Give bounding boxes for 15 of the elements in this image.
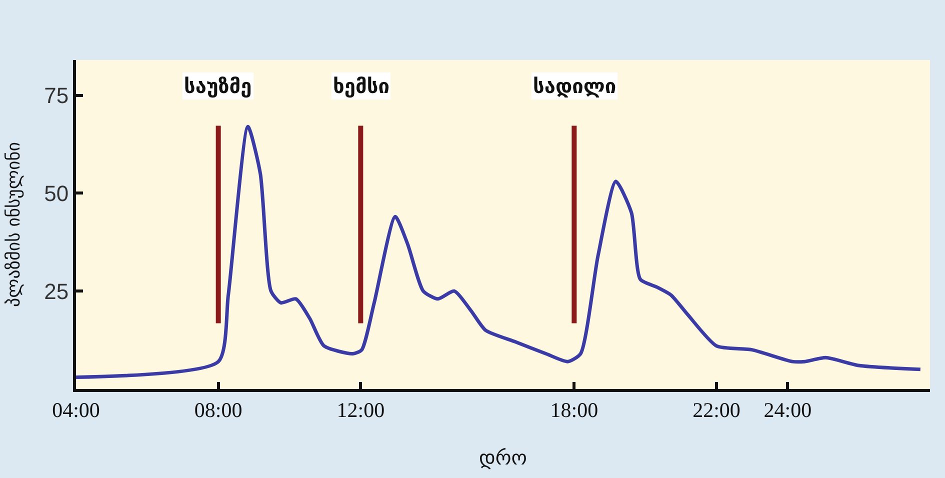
x-tick-label: 18:00 (550, 398, 598, 422)
x-tick-label: 24:00 (764, 398, 812, 422)
ref-line-label: სადილი (533, 74, 616, 98)
x-tick-label: 12:00 (336, 398, 385, 422)
x-tick-label: 08:00 (194, 398, 242, 422)
y-tick-label: 25 (44, 278, 69, 304)
x-axis-title: დრო (479, 446, 527, 470)
ref-line-label: ხემსი (333, 74, 390, 98)
x-tick-label: 04:00 (52, 398, 100, 422)
y-tick-label: 50 (44, 180, 69, 206)
ref-line-label: საუზმე (184, 74, 252, 98)
line-series (76, 124, 922, 379)
y-tick-label: 75 (44, 82, 69, 108)
y-axis-title: პლაზმის ინსულინი (3, 142, 24, 308)
x-tick-label: 22:00 (692, 398, 740, 422)
